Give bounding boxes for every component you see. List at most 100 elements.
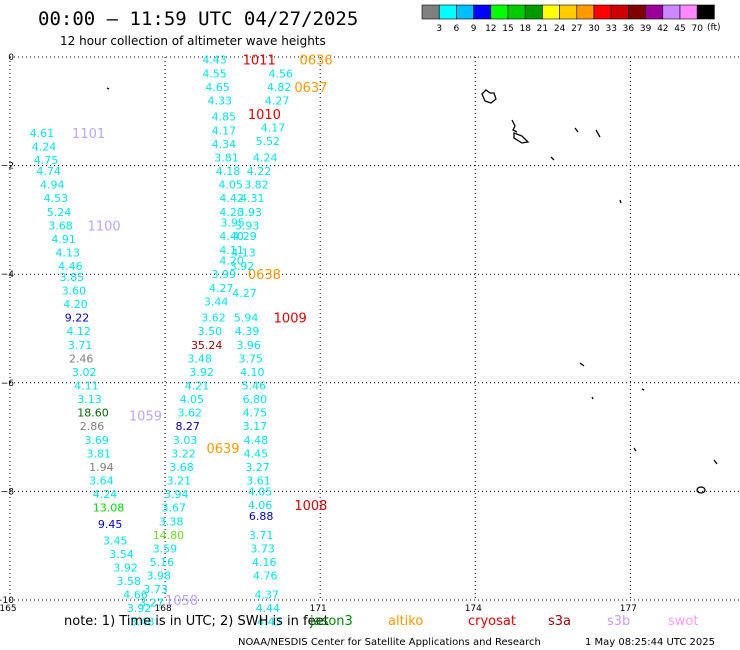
color-scale-label: 18 — [519, 24, 531, 34]
swh-value: 5.94 — [234, 312, 259, 325]
color-swatch — [524, 4, 543, 20]
satellite-legend-entry: s3a — [548, 614, 571, 629]
swh-observations: 4.614.244.754.744.944.535.243.684.914.13… — [30, 54, 293, 629]
swh-value: 3.48 — [187, 352, 212, 365]
latitude-tick-labels: 0 −2 −4 −6 −8 −10 — [0, 53, 14, 606]
swh-value: 3.61 — [246, 475, 270, 488]
satellite-legend-entry: cryosat — [468, 614, 516, 629]
satellite-legend-entry: s3b — [607, 614, 630, 629]
swh-value: 4.27 — [232, 287, 257, 300]
credit-text: NOAA/NESDIS Center for Satellite Applica… — [238, 637, 541, 648]
island-shape — [696, 486, 706, 494]
color-swatch — [421, 4, 440, 20]
swh-value: 5.16 — [150, 556, 175, 569]
swh-value: 3.64 — [89, 475, 114, 488]
color-swatch — [456, 4, 474, 20]
swh-value: 4.45 — [244, 447, 269, 460]
swh-value: 4.53 — [44, 192, 68, 205]
pass-id-label: 0636 — [300, 54, 333, 69]
pass-id-label: 1059 — [129, 409, 162, 424]
color-scale-label: 42 — [657, 24, 668, 34]
swh-value: 4.82 — [267, 81, 292, 94]
swh-value: 4.34 — [212, 138, 237, 151]
swh-value: 4.16 — [252, 556, 277, 569]
latitude-tick-label: −2 — [1, 162, 14, 172]
swh-value: 4.55 — [202, 67, 227, 80]
latitude-tick-label: −8 — [1, 487, 15, 497]
swh-value: 3.62 — [201, 312, 226, 325]
map-title: 00:00 — 11:59 UTC 04/27/2025 — [38, 8, 358, 30]
color-swatch — [473, 4, 492, 20]
swh-value: 4.37 — [255, 589, 280, 602]
color-scale-unit: (ft) — [707, 23, 721, 33]
swh-value: 4.75 — [243, 407, 268, 420]
swh-value: 14.80 — [153, 529, 185, 542]
pass-id-label: 1010 — [248, 108, 281, 123]
swh-value: 4.29 — [232, 230, 257, 243]
swh-value: 3.21 — [167, 475, 192, 488]
swh-value: 4.24 — [253, 151, 277, 164]
swh-value: 3.95 — [220, 217, 245, 230]
color-scale-label: 24 — [554, 24, 566, 34]
island-shape — [481, 89, 497, 104]
color-scale-label: 45 — [674, 24, 685, 34]
color-scale-label: 39 — [640, 24, 652, 34]
swh-value: 3.75 — [239, 352, 263, 365]
swh-value: 35.24 — [191, 339, 223, 352]
color-swatch — [610, 4, 629, 20]
swh-value: 9.22 — [65, 312, 90, 325]
island-shape — [619, 199, 622, 204]
longitude-tick-label: 168 — [155, 604, 172, 614]
color-scale-label: 33 — [605, 24, 616, 34]
color-scale-label: 15 — [502, 24, 513, 34]
swh-value: 3.50 — [198, 325, 223, 338]
swh-value: 4.17 — [212, 124, 237, 137]
pass-id-label: 0639 — [206, 442, 239, 457]
swh-value: 3.38 — [159, 515, 184, 528]
swh-value: 3.81 — [87, 447, 112, 460]
swh-value: 3.99 — [212, 268, 237, 281]
longitude-tick-label: 165 — [0, 604, 17, 614]
pass-id-label: 1058 — [165, 594, 198, 609]
island-shape — [591, 396, 594, 400]
swh-value: 3.92 — [113, 561, 137, 574]
swh-value: 4.20 — [219, 255, 244, 268]
swh-value: 4.06 — [248, 499, 273, 512]
color-swatch — [507, 4, 526, 20]
color-scale-label: 6 — [454, 24, 460, 34]
swh-value: 3.94 — [164, 488, 189, 501]
swh-value: 3.81 — [214, 151, 239, 164]
swh-value: 3.59 — [153, 542, 178, 555]
color-scale-label: 36 — [623, 24, 635, 34]
swh-value: 18.60 — [77, 407, 109, 420]
color-scale-label: 27 — [571, 24, 582, 34]
swh-value: 3.71 — [249, 529, 274, 542]
satellite-legend-entry: altiko — [388, 614, 423, 629]
swh-value: 4.24 — [93, 488, 118, 501]
swh-value: 8.27 — [175, 420, 200, 433]
swh-value: 4.61 — [30, 127, 55, 140]
swh-value: 3.68 — [48, 219, 72, 232]
pass-id-label: 0637 — [294, 81, 327, 96]
swh-value: 4.43 — [257, 616, 282, 629]
island-shape — [106, 87, 110, 90]
swh-value: 3.92 — [189, 366, 214, 379]
swh-value: 4.21 — [185, 380, 210, 393]
swh-value: 2.86 — [80, 420, 105, 433]
swh-value: 9.45 — [98, 518, 123, 531]
island-shape — [550, 156, 555, 161]
swh-value: 4.33 — [207, 94, 232, 107]
longitude-tick-labels: 165 168 171 174 177 — [0, 604, 637, 614]
swh-value: 4.94 — [40, 179, 65, 192]
swh-value: 4.76 — [253, 570, 277, 583]
color-swatch — [490, 4, 509, 20]
swh-value: 3.02 — [72, 366, 97, 379]
swh-value: 4.13 — [55, 246, 80, 259]
swh-value: 4.85 — [212, 111, 237, 124]
swh-value: 4.44 — [256, 602, 281, 615]
color-scale-legend: 3 6 9 12 15 18 21 24 27 30 33 36 39 42 45 70 — [421, 4, 715, 34]
swh-value: 6.88 — [249, 510, 274, 523]
swh-value: 4.12 — [66, 325, 91, 338]
swh-value: 4.24 — [32, 141, 57, 154]
swh-value: 4.31 — [240, 192, 265, 205]
